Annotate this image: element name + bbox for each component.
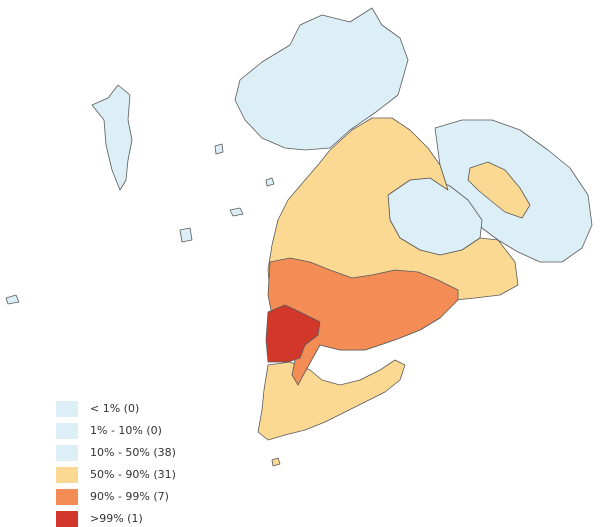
legend-label: < 1% (0) xyxy=(90,402,140,415)
islet-a[interactable] xyxy=(229,207,244,217)
legend-item: < 1% (0) xyxy=(56,401,256,417)
islet-c[interactable] xyxy=(5,294,20,305)
legend-label: 1% - 10% (0) xyxy=(90,424,162,437)
legend-item: 90% - 99% (7) xyxy=(56,489,256,505)
islet-e[interactable] xyxy=(265,177,275,187)
legend-label: 90% - 99% (7) xyxy=(90,490,169,503)
legend-swatch xyxy=(56,445,78,461)
islet-d[interactable] xyxy=(214,143,224,155)
islet-f[interactable] xyxy=(271,457,281,467)
island-west[interactable] xyxy=(91,84,133,191)
legend-swatch xyxy=(56,489,78,505)
islet-b[interactable] xyxy=(179,227,193,243)
legend-item: 1% - 10% (0) xyxy=(56,423,256,439)
legend-label: 50% - 90% (31) xyxy=(90,468,176,481)
legend-item: 50% - 90% (31) xyxy=(56,467,256,483)
legend-swatch xyxy=(56,511,78,527)
legend-item: >99% (1) xyxy=(56,511,256,527)
legend-label: >99% (1) xyxy=(90,512,143,525)
legend-swatch xyxy=(56,467,78,483)
region-yellow-south[interactable] xyxy=(257,359,406,441)
region-north[interactable] xyxy=(234,7,409,151)
legend-swatch xyxy=(56,423,78,439)
legend-swatch xyxy=(56,401,78,417)
legend-label: 10% - 50% (38) xyxy=(90,446,176,459)
legend-item: 10% - 50% (38) xyxy=(56,445,256,461)
region-dark-red[interactable] xyxy=(265,304,321,363)
region-yellow-east[interactable] xyxy=(467,161,531,219)
